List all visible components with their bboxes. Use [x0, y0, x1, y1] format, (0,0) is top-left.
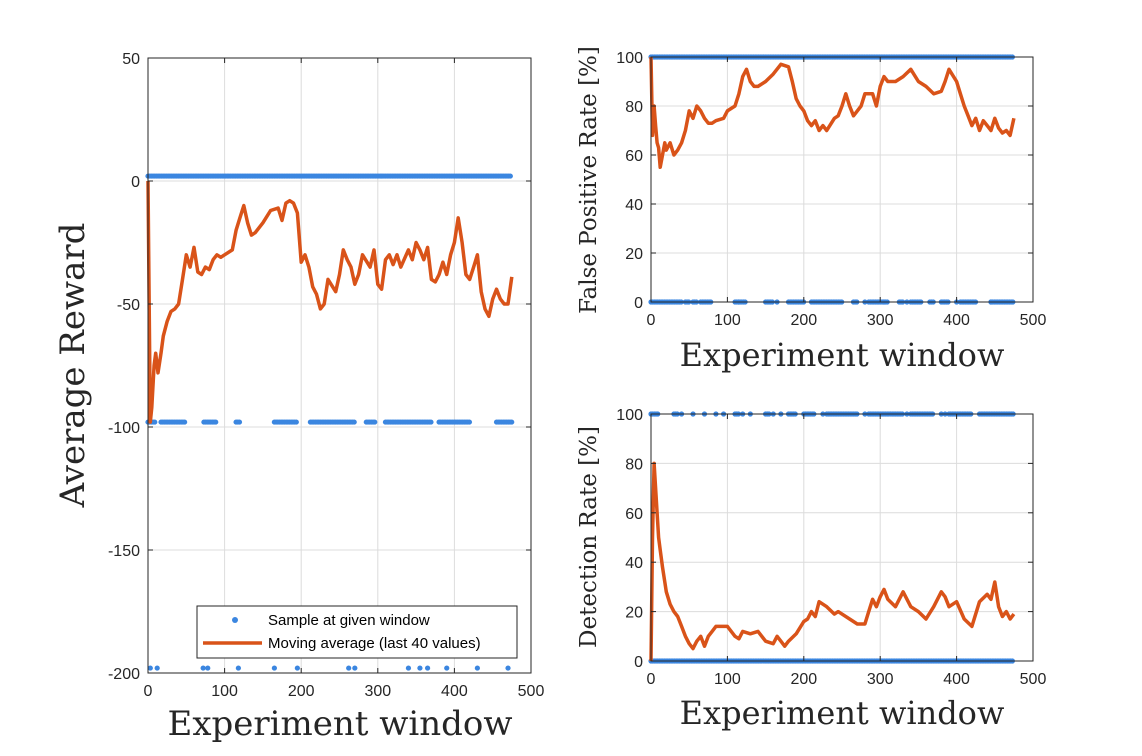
detection-ylabel: Detection Rate [%] [576, 426, 602, 648]
reward-sample-point [182, 419, 188, 425]
reward-moving-average [146, 180, 514, 424]
detection-moving-average-line [649, 461, 1016, 662]
reward-sample-point [466, 419, 473, 425]
reward-ytick-label: 50 [122, 51, 140, 68]
reward-sample-point [271, 665, 277, 671]
detection-xtick-label: 0 [647, 671, 656, 688]
reward-sample-point [428, 419, 434, 425]
reward-sample-point [154, 665, 160, 671]
fpr-xtick-label: 400 [943, 312, 970, 329]
reward-xlabel: Experiment window [168, 704, 513, 744]
detection-xtick-label: 100 [714, 671, 741, 688]
detection-xtick-label: 400 [943, 671, 970, 688]
reward-xtick-label: 500 [518, 683, 545, 700]
reward-sample-point [474, 665, 480, 671]
reward-sample-point [424, 665, 431, 671]
reward-sample-point [236, 419, 243, 425]
fpr-xtick-label: 200 [790, 312, 817, 329]
reward-axes: 0 100 200 300 400 500 -200 -150 -100 -50 0 50 Exper… [53, 51, 544, 744]
reward-sample-point [509, 419, 515, 425]
reward-sample-point [351, 419, 357, 425]
fpr-ticks: 0 100 200 300 400 500 0 20 40 60 80 100 [616, 50, 1046, 329]
legend-samples-marker [232, 617, 238, 623]
detection-moving-average [649, 461, 1016, 662]
reward-ytick-label: -150 [108, 543, 140, 560]
fpr-ytick-label: 80 [625, 99, 643, 116]
reward-ytick-label: -100 [108, 420, 140, 437]
fpr-axes: 0 100 200 300 400 500 0 20 40 60 80 100 Experiment … [576, 46, 1046, 374]
detection-xlabel: Experiment window [680, 694, 1005, 732]
reward-sample-point [200, 665, 206, 671]
reward-sample-point [507, 173, 513, 179]
detection-xtick-label: 200 [790, 671, 817, 688]
fpr-ylabel: False Positive Rate [%] [576, 46, 602, 314]
reward-sample-point [417, 665, 423, 671]
reward-sample-point [294, 665, 300, 671]
fpr-ytick-label: 20 [625, 246, 643, 263]
detection-xtick-label: 300 [867, 671, 894, 688]
fpr-xtick-label: 300 [867, 312, 894, 329]
detection-ticks: 0 100 200 300 400 500 0 20 40 60 80 100 [616, 407, 1046, 688]
reward-sample-point [346, 665, 352, 671]
reward-xtick-label: 0 [144, 683, 153, 700]
reward-xtick-label: 100 [211, 683, 238, 700]
detection-ytick-label: 0 [634, 654, 643, 671]
reward-sample-point [444, 665, 450, 671]
reward-xtick-label: 300 [364, 683, 391, 700]
detection-ytick-label: 60 [625, 506, 643, 523]
fpr-frame [650, 56, 1034, 303]
reward-grid [147, 57, 532, 674]
fpr-xtick-label: 0 [647, 312, 656, 329]
reward-sample-point [505, 665, 511, 671]
reward-xtick-label: 400 [441, 683, 468, 700]
fpr-xtick-label: 500 [1020, 312, 1047, 329]
detection-axes: 0 100 200 300 400 500 0 20 40 60 80 100 Experiment … [576, 407, 1046, 732]
reward-plot-area [148, 58, 531, 673]
fpr-plot-area [651, 57, 1033, 302]
reward-sample-point [147, 665, 153, 671]
reward-ytick-label: -200 [108, 666, 140, 683]
fpr-ytick-label: 0 [634, 295, 643, 312]
reward-ylabel: Average Reward [53, 223, 93, 509]
detection-ytick-label: 20 [625, 605, 643, 622]
reward-axes-box [147, 57, 532, 674]
detection-plot-area [651, 414, 1033, 661]
legend-moving-avg-label: Moving average (last 40 values) [268, 635, 481, 652]
reward-sample-point [152, 419, 158, 425]
reward-ytick-label: 0 [131, 174, 140, 191]
reward-sample-point [352, 665, 358, 671]
detection-ytick-label: 80 [625, 456, 643, 473]
reward-frame [147, 57, 532, 674]
fpr-moving-average [649, 56, 1016, 170]
reward-ticks: 0 100 200 300 400 500 -200 -150 -100 -50 0 50 [108, 51, 544, 700]
fpr-axes-box [650, 56, 1034, 303]
reward-sample-point [205, 665, 211, 671]
reward-xtick-label: 200 [288, 683, 315, 700]
fpr-xlabel: Experiment window [680, 336, 1005, 374]
detection-axes-box [650, 413, 1034, 662]
reward-sample-point [293, 419, 299, 425]
reward-sample-point [213, 419, 219, 425]
detection-xtick-label: 500 [1020, 671, 1047, 688]
detection-ytick-label: 100 [616, 407, 643, 424]
legend: Sample at given window Moving average (l… [196, 605, 518, 659]
reward-ytick-label: -50 [117, 297, 140, 314]
reward-samples [145, 173, 515, 671]
legend-box [196, 605, 518, 659]
reward-moving-average-line [146, 180, 514, 424]
fpr-ytick-label: 40 [625, 197, 643, 214]
fpr-xtick-label: 100 [714, 312, 741, 329]
detection-frame [650, 413, 1034, 662]
fpr-grid [650, 56, 1034, 303]
reward-sample-point [405, 665, 412, 671]
reward-sample-point [372, 419, 378, 425]
fpr-ytick-label: 60 [625, 148, 643, 165]
reward-sample-point [235, 665, 241, 671]
fpr-ytick-label: 100 [616, 50, 643, 67]
legend-samples-label: Sample at given window [268, 612, 430, 629]
detection-grid [650, 413, 1034, 662]
fpr-moving-average-line [649, 56, 1016, 170]
detection-ytick-label: 40 [625, 555, 643, 572]
